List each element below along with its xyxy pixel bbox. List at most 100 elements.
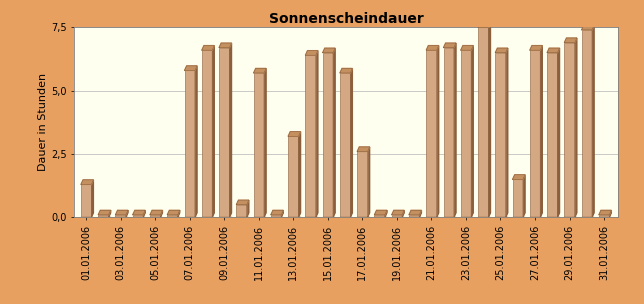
Bar	[530, 50, 540, 217]
Bar	[340, 73, 350, 217]
Bar	[513, 217, 525, 220]
Polygon shape	[143, 210, 145, 217]
Bar	[271, 217, 283, 220]
Bar	[530, 217, 542, 220]
Bar	[185, 217, 197, 220]
Polygon shape	[540, 46, 542, 217]
Bar	[392, 215, 402, 217]
Polygon shape	[461, 46, 473, 50]
Polygon shape	[150, 210, 162, 215]
Polygon shape	[444, 43, 456, 48]
Polygon shape	[91, 180, 93, 217]
Polygon shape	[609, 210, 611, 217]
Polygon shape	[167, 210, 180, 215]
Polygon shape	[115, 210, 128, 215]
Bar	[564, 43, 574, 217]
Bar	[547, 217, 560, 220]
Polygon shape	[288, 132, 301, 136]
Bar	[461, 50, 471, 217]
Polygon shape	[454, 43, 456, 217]
Bar	[288, 136, 299, 217]
Polygon shape	[316, 51, 318, 217]
Polygon shape	[513, 175, 525, 179]
Polygon shape	[160, 210, 162, 217]
Polygon shape	[323, 48, 335, 53]
Polygon shape	[350, 68, 352, 217]
Bar	[374, 217, 387, 220]
Bar	[167, 217, 180, 220]
Bar	[374, 215, 385, 217]
Polygon shape	[264, 68, 266, 217]
Bar	[564, 217, 577, 220]
Bar	[478, 217, 491, 220]
Polygon shape	[471, 46, 473, 217]
Bar	[202, 217, 214, 220]
Polygon shape	[202, 46, 214, 50]
Polygon shape	[599, 210, 611, 215]
Polygon shape	[564, 38, 577, 43]
Bar	[323, 217, 335, 220]
Bar	[357, 217, 370, 220]
Bar	[409, 215, 419, 217]
Bar	[167, 215, 178, 217]
Bar	[599, 217, 611, 220]
Polygon shape	[219, 43, 231, 48]
Polygon shape	[426, 46, 439, 50]
Bar	[444, 48, 454, 217]
Polygon shape	[374, 210, 387, 215]
Bar	[115, 215, 126, 217]
Bar	[99, 217, 111, 220]
Bar	[444, 217, 456, 220]
Bar	[271, 215, 281, 217]
Bar	[392, 217, 404, 220]
Bar	[288, 217, 301, 220]
Bar	[582, 30, 592, 217]
Bar	[426, 50, 437, 217]
Bar	[236, 205, 247, 217]
Bar	[305, 217, 318, 220]
Polygon shape	[333, 48, 335, 217]
Polygon shape	[178, 210, 180, 217]
Polygon shape	[495, 48, 507, 53]
Bar	[478, 27, 488, 217]
Bar	[461, 217, 473, 220]
Bar	[254, 217, 266, 220]
Bar	[340, 217, 352, 220]
Polygon shape	[299, 132, 301, 217]
Polygon shape	[133, 210, 145, 215]
Bar	[547, 53, 558, 217]
Polygon shape	[488, 23, 491, 217]
Bar	[599, 215, 609, 217]
Polygon shape	[547, 48, 560, 53]
Polygon shape	[419, 210, 421, 217]
Polygon shape	[558, 48, 560, 217]
Polygon shape	[305, 51, 318, 55]
Polygon shape	[574, 38, 577, 217]
Polygon shape	[368, 147, 370, 217]
Bar	[150, 215, 160, 217]
Polygon shape	[392, 210, 404, 215]
Polygon shape	[212, 46, 214, 217]
Polygon shape	[247, 200, 249, 217]
Bar	[409, 217, 421, 220]
Bar	[495, 53, 506, 217]
Bar	[81, 217, 93, 220]
Polygon shape	[236, 200, 249, 205]
Polygon shape	[126, 210, 128, 217]
Bar	[150, 217, 162, 220]
Polygon shape	[81, 180, 93, 185]
Polygon shape	[478, 23, 491, 27]
Bar	[81, 185, 91, 217]
Bar	[219, 48, 229, 217]
Bar	[99, 215, 109, 217]
Polygon shape	[523, 175, 525, 217]
Polygon shape	[254, 68, 266, 73]
Bar	[115, 217, 128, 220]
Polygon shape	[109, 210, 111, 217]
Bar	[236, 217, 249, 220]
Polygon shape	[195, 66, 197, 217]
Polygon shape	[357, 147, 370, 151]
Polygon shape	[402, 210, 404, 217]
Bar	[202, 50, 212, 217]
Bar	[582, 217, 594, 220]
